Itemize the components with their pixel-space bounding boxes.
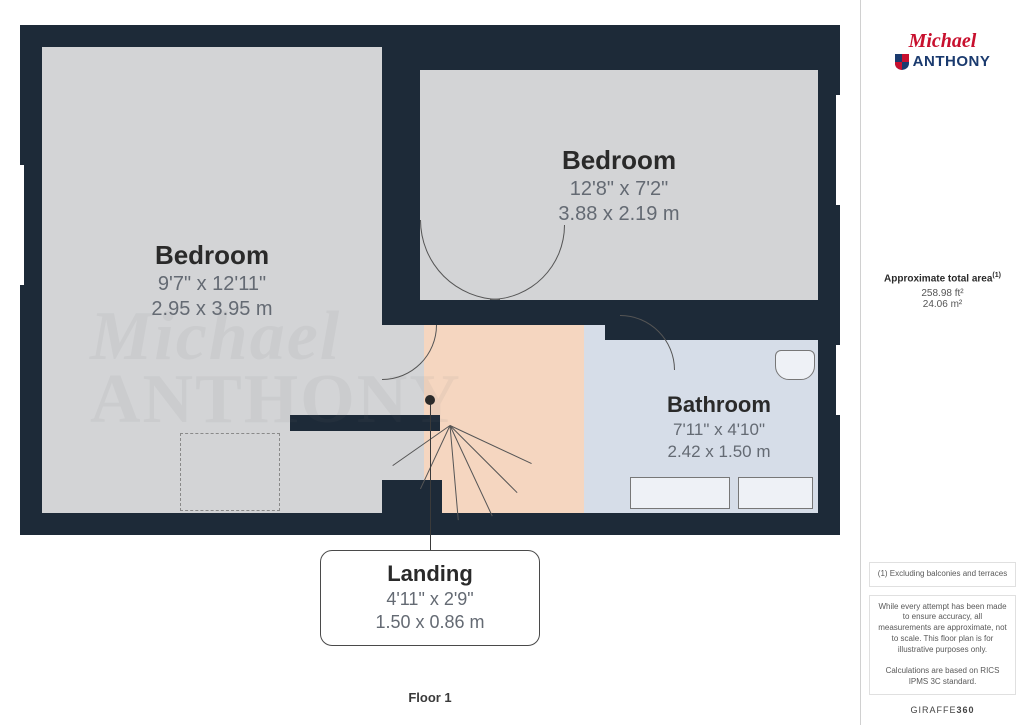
room-dim-metric: 1.50 x 0.86 m — [333, 612, 527, 633]
standard-text: Calculations are based on RICS IPMS 3C s… — [876, 666, 1009, 688]
room-label: Bedroom — [155, 240, 269, 271]
window — [836, 345, 846, 415]
callout-anchor — [425, 395, 435, 405]
inner-wall — [760, 300, 818, 325]
brand-name: ANTHONY — [895, 53, 991, 70]
room-label: Bedroom — [562, 145, 676, 176]
info-sidebar: Michael ANTHONY Approximate total area(1… — [860, 0, 1024, 725]
fixture-toilet — [775, 350, 815, 380]
inner-wall — [382, 480, 442, 513]
area-superscript: (1) — [992, 272, 1001, 279]
inner-wall — [382, 47, 818, 70]
disclaimer-box: While every attempt has been made to ens… — [869, 595, 1016, 695]
area-title-text: Approximate total area — [884, 273, 992, 284]
shield-icon — [895, 54, 909, 70]
room-dim-metric: 2.42 x 1.50 m — [667, 442, 770, 462]
window — [836, 95, 846, 205]
room-dim-imperial: 12'8" x 7'2" — [570, 178, 669, 201]
inner-wall — [605, 300, 620, 340]
brand-name-text: ANTHONY — [913, 53, 991, 70]
provider-credit: GIRAFFE360 — [910, 705, 974, 715]
fixture-bath — [630, 477, 730, 509]
area-ft: 258.98 ft² — [884, 288, 1001, 299]
area-m: 24.06 m² — [884, 299, 1001, 310]
room-label: Bathroom — [667, 392, 771, 418]
window — [14, 165, 24, 285]
area-block: Approximate total area(1) 258.98 ft² 24.… — [884, 272, 1001, 310]
provider-suffix: 360 — [956, 705, 974, 715]
fixture-sink — [738, 477, 813, 509]
floor-label: Floor 1 — [0, 690, 860, 705]
builtin-outline — [180, 433, 280, 511]
room-dim-imperial: 4'11" x 2'9" — [333, 589, 527, 610]
inner-wall — [420, 300, 620, 325]
room-dim-metric: 2.95 x 3.95 m — [151, 298, 272, 321]
room-label: Landing — [333, 561, 527, 587]
callout-leader — [430, 400, 431, 550]
brand-logo: Michael ANTHONY — [895, 30, 991, 72]
hall-bathroom — [584, 325, 620, 513]
brand-script: Michael — [895, 30, 991, 53]
footnote-box: (1) Excluding balconies and terraces — [869, 562, 1016, 587]
landing-callout: Landing 4'11" x 2'9" 1.50 x 0.86 m — [320, 550, 540, 646]
disclaimer-text: While every attempt has been made to ens… — [876, 602, 1009, 656]
inner-wall — [290, 415, 440, 431]
room-dim-imperial: 7'11" x 4'10" — [673, 420, 765, 440]
room-dim-imperial: 9'7" x 12'11" — [158, 273, 266, 296]
landing-area — [424, 325, 584, 513]
floorplan-canvas: Bedroom 9'7" x 12'11" 2.95 x 3.95 m Bedr… — [0, 0, 860, 725]
area-title: Approximate total area(1) — [884, 272, 1001, 284]
inner-wall — [382, 47, 420, 325]
room-dim-metric: 3.88 x 2.19 m — [558, 203, 679, 226]
provider-prefix: GIRAFFE — [910, 705, 956, 715]
